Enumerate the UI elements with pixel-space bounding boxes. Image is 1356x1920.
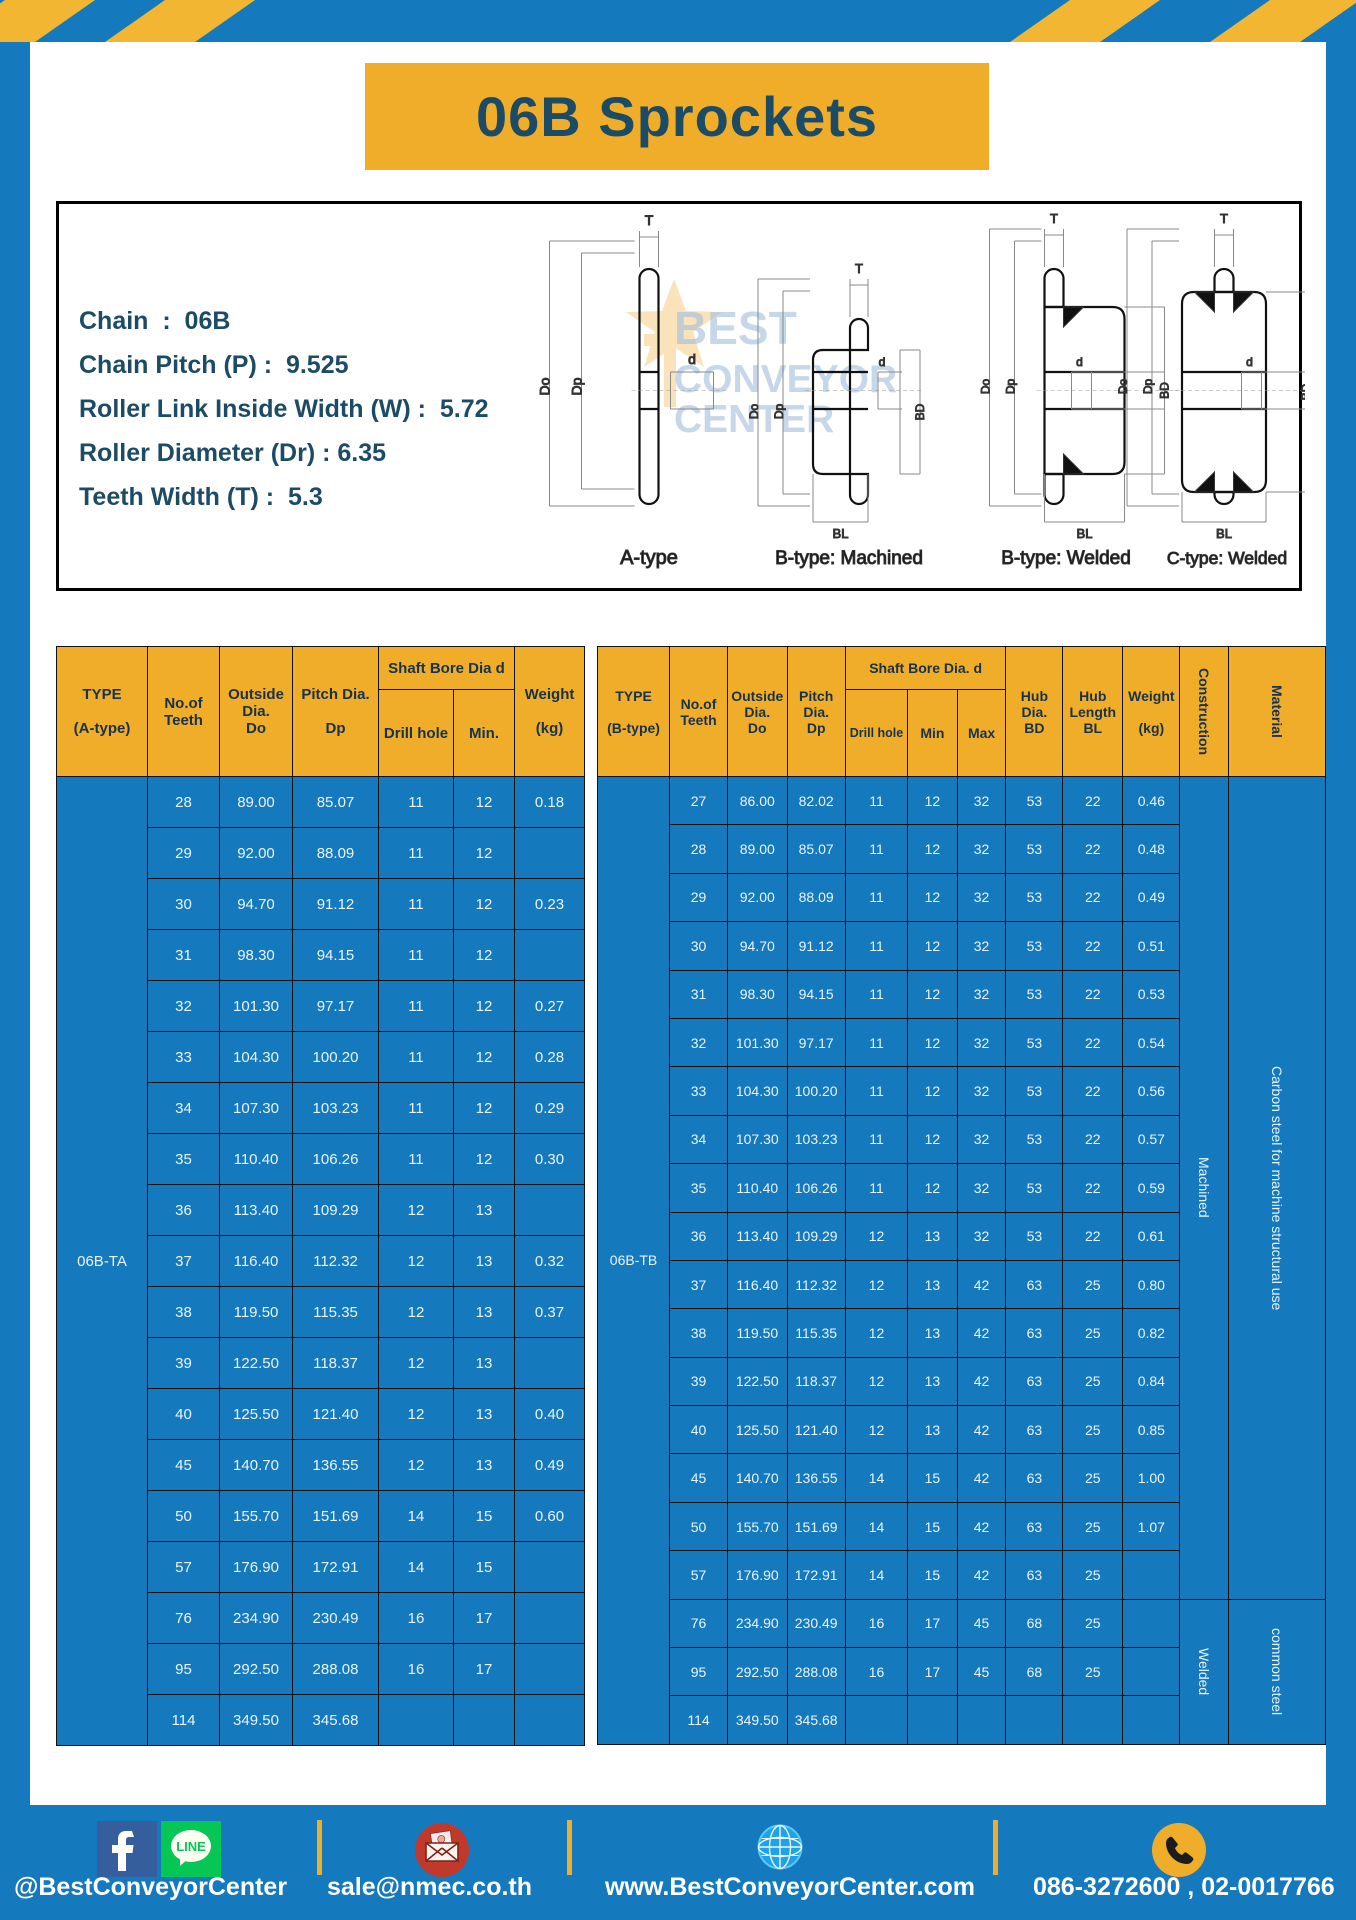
svg-text:d: d xyxy=(1246,355,1253,369)
svg-text:d: d xyxy=(879,355,886,369)
svg-text:T: T xyxy=(1050,211,1058,226)
svg-text:B-type: Machined: B-type: Machined xyxy=(775,548,923,569)
svg-text:C-type: Welded: C-type: Welded xyxy=(1167,548,1287,568)
svg-text:Dp: Dp xyxy=(569,377,585,395)
svg-text:BEST: BEST xyxy=(674,302,797,354)
svg-text:Dp: Dp xyxy=(772,404,786,420)
svg-text:Do: Do xyxy=(537,377,553,395)
svg-text:BL: BL xyxy=(1077,526,1093,541)
svg-text:T: T xyxy=(855,261,863,276)
svg-text:BL: BL xyxy=(1216,526,1232,541)
svg-text:T: T xyxy=(1220,211,1228,226)
svg-text:BD: BD xyxy=(1158,382,1172,399)
svg-text:A-type: A-type xyxy=(620,547,678,569)
svg-text:CONVEYOR: CONVEYOR xyxy=(674,358,897,401)
svg-text:d: d xyxy=(1076,355,1083,369)
svg-text:BD: BD xyxy=(1299,383,1305,400)
svg-text:Dp: Dp xyxy=(1004,379,1018,395)
svg-text:Dp: Dp xyxy=(1141,379,1155,395)
svg-text:d: d xyxy=(688,351,696,367)
svg-text:BL: BL xyxy=(833,526,849,541)
svg-text:Do: Do xyxy=(979,379,993,395)
svg-text:Do: Do xyxy=(747,404,761,420)
svg-text:Do: Do xyxy=(1116,379,1130,395)
svg-text:BD: BD xyxy=(913,403,927,420)
svg-text:LINE: LINE xyxy=(176,1839,206,1854)
svg-text:T: T xyxy=(645,212,654,228)
svg-text:B-type: Welded: B-type: Welded xyxy=(1001,548,1131,569)
